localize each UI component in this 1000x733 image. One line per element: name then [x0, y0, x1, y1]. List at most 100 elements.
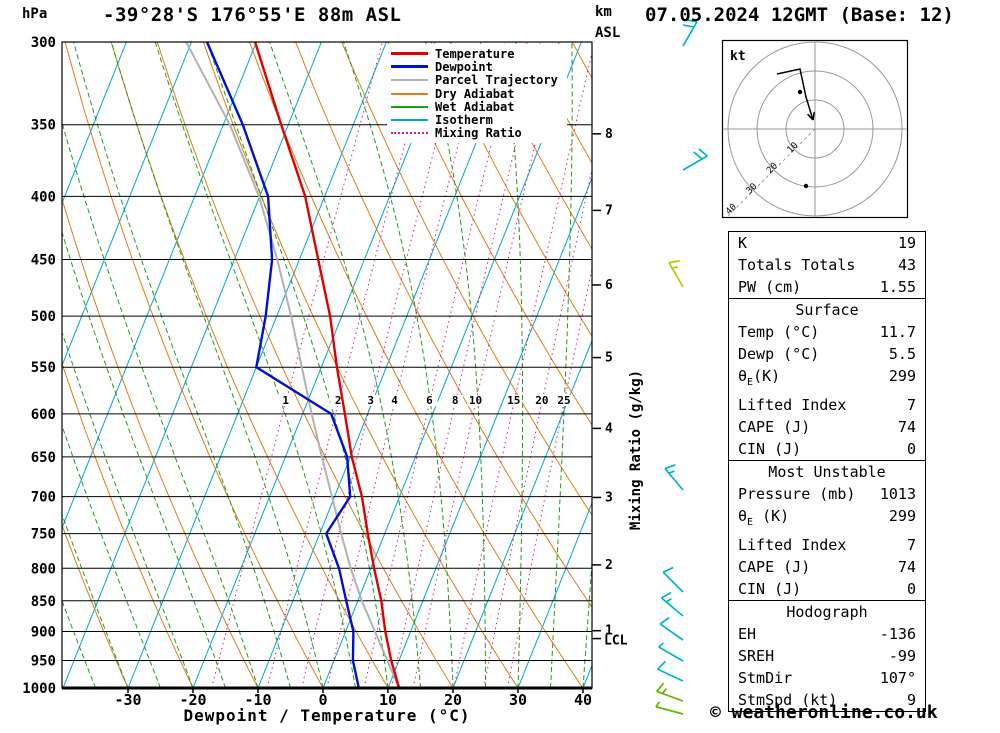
index-label: CAPE (J): [738, 418, 811, 436]
legend-item-isotherm: Isotherm: [391, 113, 567, 128]
wind-barb: [662, 566, 684, 593]
indices-section-surface: Surface Temp (°C) 11.7 Dewp (°C) 5.5 θE(K) 299…: [728, 298, 926, 461]
indices-table: K 19 Totals Totals 43 PW (cm) 1.55 Surface Temp…: [728, 231, 926, 712]
svg-text:900: 900: [31, 624, 56, 640]
svg-text:0: 0: [318, 691, 327, 709]
index-row: K 19: [729, 232, 925, 254]
index-row: CAPE (J) 74: [729, 416, 925, 438]
index-label: Totals Totals: [738, 256, 856, 274]
svg-text:750: 750: [31, 527, 56, 543]
station-title: -39°28'S 176°55'E 88m ASL: [103, 4, 402, 26]
svg-text:1: 1: [282, 394, 289, 407]
wind-barb: [661, 591, 684, 617]
dewpoint-curve: [205, 42, 360, 688]
svg-text:10: 10: [469, 394, 482, 407]
legend-item-temperature: Temperature: [391, 46, 567, 61]
svg-text:650: 650: [31, 450, 56, 466]
index-value: 1.55: [879, 278, 916, 296]
index-row: PW (cm) 1.55: [729, 276, 925, 298]
credit: © weatheronline.co.uk: [710, 702, 938, 723]
legend-item-label: Isotherm: [435, 113, 493, 128]
svg-text:3: 3: [605, 490, 613, 505]
wind-barb: [658, 642, 684, 662]
svg-text:450: 450: [31, 253, 56, 269]
svg-text:7: 7: [605, 203, 613, 218]
wind-barb: [682, 148, 708, 171]
parcel-trajectory-curve: [185, 42, 401, 688]
svg-text:5: 5: [605, 351, 613, 366]
svg-text:800: 800: [31, 561, 56, 577]
index-value: 7: [906, 396, 916, 414]
pressure-axis-unit: hPa: [22, 6, 48, 22]
svg-text:6: 6: [605, 278, 613, 293]
legend-item-wet-adiabat: Wet Adiabat: [391, 99, 567, 114]
index-value: -99: [888, 647, 916, 665]
legend-line-sample: [391, 105, 428, 108]
index-row: CIN (J) 0: [729, 438, 925, 460]
index-row: CAPE (J) 74: [729, 556, 925, 578]
wind-barb: [655, 701, 684, 715]
svg-text:400: 400: [31, 189, 56, 205]
svg-text:25: 25: [557, 394, 570, 407]
hodograph-trace: [776, 68, 814, 121]
index-label: CAPE (J): [738, 558, 811, 576]
index-label: Lifted Index: [738, 396, 847, 414]
lcl-label: LCL: [604, 634, 628, 649]
index-row: Lifted Index 7: [729, 394, 925, 416]
svg-text:20: 20: [444, 691, 462, 709]
index-value: 11.7: [879, 323, 916, 341]
pressure-tick-labels: 300 350 400 450 500 550 600 650 700 750 800 850 900 9…: [22, 35, 56, 697]
km-altitude-axis: 1 2 3 4 5 6 7 8 LCL: [592, 127, 628, 649]
index-label: Temp (°C): [738, 323, 820, 341]
svg-text:15: 15: [507, 394, 520, 407]
index-label: PW (cm): [738, 278, 802, 296]
legend-item-label: Parcel Trajectory: [435, 73, 558, 88]
svg-text:2: 2: [605, 558, 613, 573]
legend-line-sample: [391, 132, 428, 135]
index-label: Lifted Index: [738, 536, 847, 554]
legend-item-mixing-ratio: Mixing Ratio: [391, 126, 567, 140]
svg-text:40: 40: [574, 691, 592, 709]
run-datetime: 07.05.2024 12GMT (Base: 12): [645, 4, 954, 26]
svg-text:950: 950: [31, 653, 56, 669]
index-value: 0: [906, 440, 916, 458]
svg-text:-30: -30: [114, 691, 141, 709]
legend-item-label: Temperature: [435, 46, 515, 61]
svg-text:4: 4: [605, 421, 613, 436]
svg-text:1: 1: [605, 624, 613, 639]
index-row: Temp (°C) 11.7: [729, 321, 925, 343]
index-value: 9: [906, 691, 916, 709]
index-row: Dewp (°C) 5.5: [729, 343, 925, 365]
index-label: Pressure (mb): [738, 485, 856, 503]
legend-line-sample: [391, 79, 428, 82]
altitude-unit-km: km: [595, 4, 612, 20]
index-value: 19: [897, 234, 916, 252]
svg-text:8: 8: [452, 394, 459, 407]
svg-text:600: 600: [31, 407, 56, 423]
indices-section-stability: K 19 Totals Totals 43 PW (cm) 1.55: [728, 231, 926, 299]
hodograph-unit-label: kt: [730, 49, 746, 64]
section-header-label: Hodograph: [786, 603, 868, 621]
wind-barb: [657, 660, 684, 682]
legend-item-label: Wet Adiabat: [435, 99, 515, 114]
svg-text:3: 3: [367, 394, 374, 407]
svg-text:-10: -10: [244, 691, 271, 709]
svg-text:2: 2: [335, 394, 342, 407]
svg-text:300: 300: [31, 35, 56, 51]
svg-text:8: 8: [605, 127, 613, 142]
index-value: 74: [897, 418, 916, 436]
index-label: EH: [738, 625, 757, 643]
index-value: 74: [897, 558, 916, 576]
svg-text:4: 4: [391, 394, 398, 407]
hodograph-ring: [727, 41, 903, 217]
wind-barb: [664, 463, 684, 491]
sounding-curves: [185, 42, 401, 688]
index-row: Pressure (mb) 1013: [729, 483, 925, 505]
legend-item-dry-adiabat: Dry Adiabat: [391, 86, 567, 101]
index-value: -136: [879, 625, 916, 643]
index-row: Lifted Index 7: [729, 534, 925, 556]
legend-item-label: Dry Adiabat: [435, 86, 515, 101]
section-header: Surface: [729, 299, 925, 321]
